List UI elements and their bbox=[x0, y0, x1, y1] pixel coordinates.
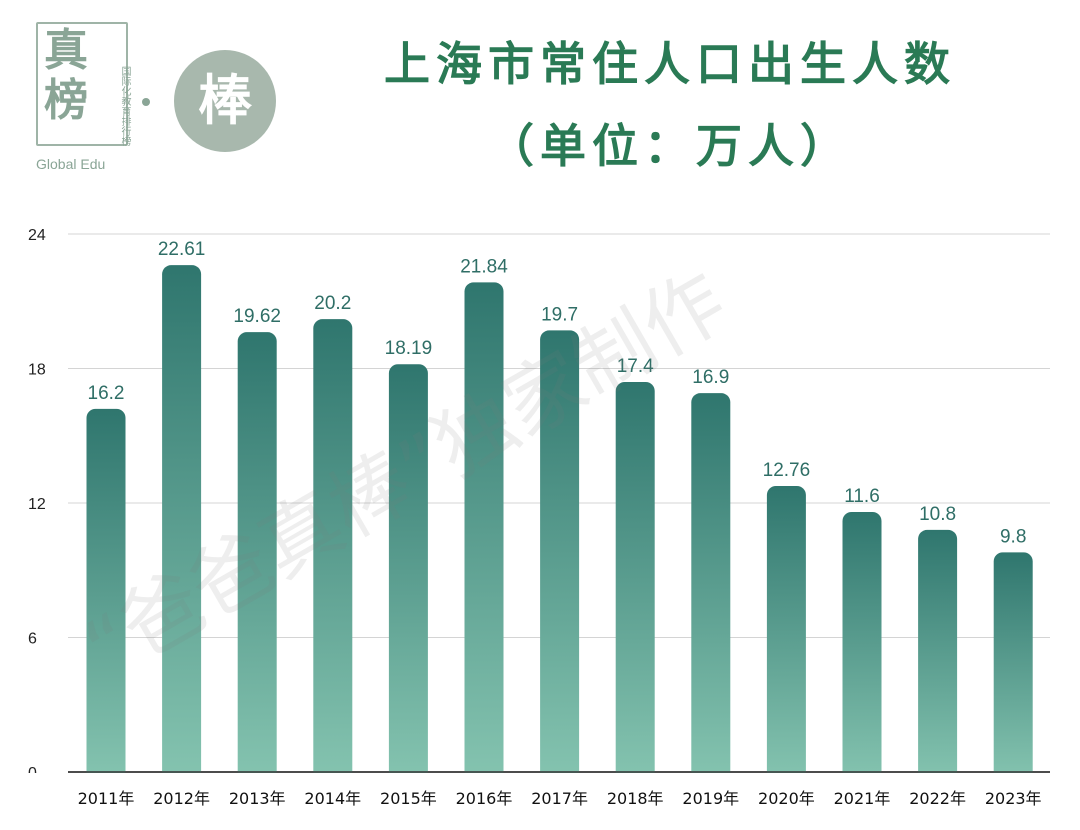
axis-mask bbox=[0, 773, 1080, 787]
x-tick-label: 2013年 bbox=[229, 789, 286, 808]
bar-value-label: 19.7 bbox=[541, 304, 578, 325]
x-tick-label: 2011年 bbox=[78, 789, 135, 808]
bar-2022年 bbox=[918, 529, 958, 780]
bars-layer bbox=[0, 265, 1080, 787]
x-tick-label: 2022年 bbox=[909, 789, 966, 808]
bar-2013年 bbox=[237, 332, 277, 780]
y-tick-label: 18 bbox=[28, 362, 46, 379]
logo-char-top: 真 bbox=[44, 25, 88, 76]
bar-2018年 bbox=[615, 381, 655, 780]
bar-value-label: 10.8 bbox=[919, 504, 956, 525]
y-tick-label: 24 bbox=[28, 227, 46, 244]
logo-frame bbox=[36, 22, 128, 146]
x-tick-label: 2020年 bbox=[758, 789, 815, 808]
bar-value-label: 16.9 bbox=[692, 367, 729, 388]
x-tick-label: 2014年 bbox=[304, 789, 361, 808]
logo-separator-dot bbox=[142, 98, 150, 106]
bar-2011年 bbox=[86, 408, 126, 780]
x-tick-label: 2023年 bbox=[985, 789, 1042, 808]
bar-2021年 bbox=[842, 511, 882, 780]
bar-value-label: 21.84 bbox=[460, 256, 508, 277]
bar-2014年 bbox=[313, 319, 353, 780]
bar-2015年 bbox=[388, 364, 428, 780]
bar-2012年 bbox=[162, 265, 202, 780]
bar-2019年 bbox=[691, 393, 731, 780]
x-tick-label: 2012年 bbox=[153, 789, 210, 808]
x-tick-label: 2017年 bbox=[531, 789, 588, 808]
chart-subtitle: （单位：万人） bbox=[488, 119, 852, 173]
bar-value-label: 20.2 bbox=[314, 293, 351, 314]
labels-layer: 16.2 2011年 22.61 2012年 19.62 2013年 20.2 2014年 18… bbox=[78, 239, 1042, 808]
bar-value-label: 22.61 bbox=[158, 239, 206, 260]
bar-value-label: 11.6 bbox=[844, 486, 880, 507]
x-tick-label: 2021年 bbox=[834, 789, 891, 808]
x-tick-label: 2015年 bbox=[380, 789, 437, 808]
x-tick-label: 2019年 bbox=[682, 789, 739, 808]
chart-title: 上海市常住人口出生人数 bbox=[384, 37, 956, 91]
bar-value-label: 9.8 bbox=[1000, 526, 1026, 547]
logo-vertical-text: 国际化教育排行榜 bbox=[119, 66, 130, 146]
bar-value-label: 12.76 bbox=[763, 460, 811, 481]
logo-char-bottom: 榜 bbox=[44, 75, 88, 126]
logo-zhenbang: 真 榜 国际化教育排行榜 Global Edu bbox=[36, 22, 136, 180]
bar-value-label: 19.62 bbox=[233, 306, 281, 327]
y-tick-label: 6 bbox=[28, 631, 37, 648]
x-tick-label: 2016年 bbox=[456, 789, 513, 808]
bar-2017年 bbox=[540, 330, 580, 780]
bar-value-label: 18.19 bbox=[385, 338, 433, 359]
bar-value-label: 17.4 bbox=[617, 356, 654, 377]
x-tick-label: 2018年 bbox=[607, 789, 664, 808]
bar-value-label: 16.2 bbox=[88, 383, 125, 404]
bar-2023年 bbox=[993, 552, 1033, 780]
y-tick-label: 12 bbox=[28, 496, 46, 513]
bar-2016年 bbox=[464, 282, 504, 780]
bar-2020年 bbox=[766, 485, 806, 780]
logo-english-text: Global Edu bbox=[36, 156, 106, 172]
logo-circle: 棒 bbox=[174, 50, 276, 152]
bar-chart: 06121824 16.22011年22.612012年19.622013年20… bbox=[0, 227, 1080, 808]
